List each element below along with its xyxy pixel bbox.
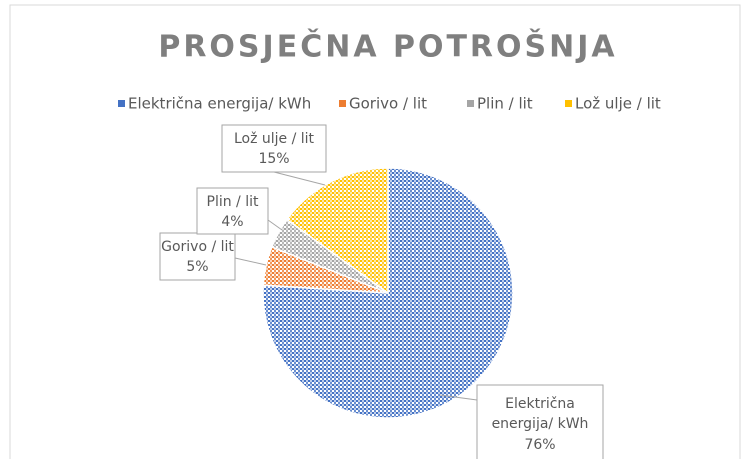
pie-slice xyxy=(285,167,389,295)
pie-slice xyxy=(262,167,514,419)
legend-swatch xyxy=(339,100,346,107)
leader-line xyxy=(273,171,326,186)
data-label-name: Lož ulje / lit xyxy=(234,131,315,147)
data-label-name: Plin / lit xyxy=(207,194,259,210)
leader-line xyxy=(267,219,283,231)
data-label-value: 4% xyxy=(221,214,243,230)
data-label-box xyxy=(221,124,327,173)
data-label-name: Gorivo / lit xyxy=(161,239,234,255)
legend-label: Lož ulje / lit xyxy=(575,95,661,113)
data-label-value: 5% xyxy=(186,259,208,275)
leader-line xyxy=(439,394,478,401)
chart-title: PROSJEČNA POTROŠNJA xyxy=(158,28,617,65)
legend-label: Gorivo / lit xyxy=(349,95,427,113)
legend-swatch xyxy=(118,100,125,107)
leader-line xyxy=(234,257,267,266)
data-label-name: Električna energija/ kWh xyxy=(492,396,589,432)
legend-swatch xyxy=(467,100,474,107)
data-label-box xyxy=(159,232,236,281)
legend-label: Električna energija/ kWh xyxy=(128,95,311,113)
legend-swatch xyxy=(565,100,572,107)
data-label-value: 76% xyxy=(524,437,555,453)
data-label-value: 15% xyxy=(258,151,289,167)
legend-label: Plin / lit xyxy=(477,95,533,113)
data-label-box xyxy=(196,187,269,235)
data-label-box xyxy=(476,384,604,459)
